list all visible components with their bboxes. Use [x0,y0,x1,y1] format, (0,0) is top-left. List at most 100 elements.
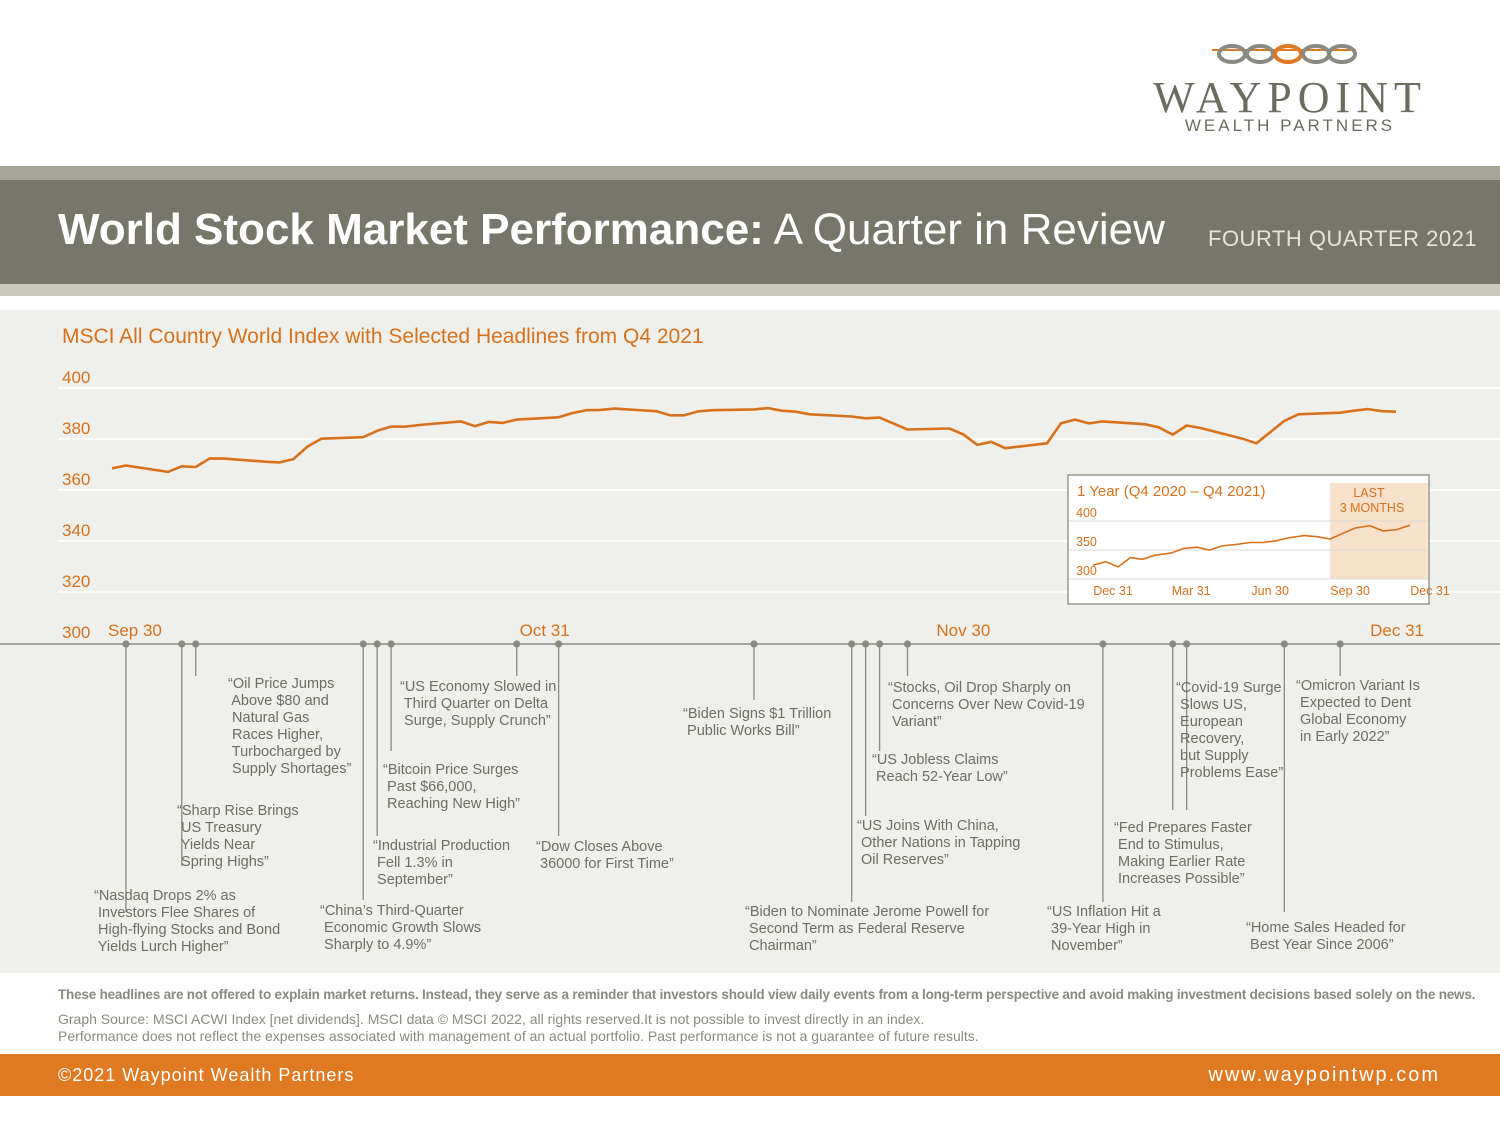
headline: “US Jobless Claims Reach 52-Year Low” [872,640,1008,785]
headline-line: “Nasdaq Drops 2% as [94,888,236,904]
headline-line: in Early 2022” [1296,729,1390,745]
footer-bar [0,1054,1500,1096]
headline-line: November” [1047,938,1123,954]
headline-line: Reaching New High” [383,796,520,812]
y-tick-label: 300 [62,623,90,642]
x-tick-label: Oct 31 [520,621,570,640]
headline-line: Third Quarter on Delta [400,696,549,712]
inset-x-tick-label: Dec 31 [1093,584,1133,598]
headline-line: Public Works Bill” [683,723,800,739]
headline-line: European [1176,714,1243,730]
headline: “Biden to Nominate Jerome Powell for Sec… [745,640,989,954]
headline-line: “Biden Signs $1 Trillion [683,706,831,722]
inset-line [1092,524,1411,568]
headline-line: “Home Sales Headed for [1246,920,1406,936]
y-tick-label: 380 [62,419,90,438]
inset-x-tick-label: Jun 30 [1251,584,1289,598]
headline: “Dow Closes Above 36000 for First Time” [536,640,674,872]
headline-line: Other Nations in Tapping [857,835,1020,851]
main-chart: 300 320 340 360 380 400 Sep 30 Oct 31 Nov 30 Dec… [0,368,1500,955]
headline-line: Oil Reserves” [857,852,949,868]
headline: “Oil Price Jumps Above $80 and Natural G… [192,640,351,777]
headline-dot [1183,640,1191,648]
headline-line: but Supply [1176,748,1249,764]
headline: “Omicron Variant Is Expected to Dent Glo… [1296,640,1420,745]
headline-dot [192,640,200,648]
headline-text: “US Jobless Claims Reach 52-Year Low” [872,752,1008,785]
x-tick-label: Dec 31 [1370,621,1424,640]
headline-disclaimer: These headlines are not offered to expla… [58,987,1476,1002]
headline-line: “Stocks, Oil Drop Sharply on [888,680,1071,696]
brand-logo: WAYPOINT WEALTH PARTNERS [1140,38,1440,148]
headline: “Fed Prepares Faster End to Stimulus, Ma… [1114,640,1252,887]
headline-dot [903,640,912,648]
headline-dot [122,640,130,648]
chart-panel [0,310,1500,973]
headline-line: Second Term as Federal Reserve [745,921,965,937]
headline-line: Variant” [888,714,942,730]
inset-y-tick-label: 300 [1076,564,1097,578]
copyright: ©2021 Waypoint Wealth Partners [58,1065,355,1085]
headline-line: Slows US, [1176,697,1247,713]
headline-text: “Oil Price Jumps Above $80 and Natural G… [228,676,351,777]
highlight-label: LAST [1353,486,1385,500]
headline-text: “Nasdaq Drops 2% as Investors Flee Share… [94,888,280,955]
headline-line: September” [373,872,453,888]
website-link[interactable]: www.waypointwp.com [1208,1064,1440,1086]
brand-name: WAYPOINT [1153,73,1427,122]
headline-line: High-flying Stocks and Bond [94,922,280,938]
headline-text: “Biden to Nominate Jerome Powell for Sec… [745,904,989,954]
inset-title: 1 Year (Q4 2020 – Q4 2021) [1077,483,1265,500]
headline-line: 36000 for First Time” [536,856,674,872]
inset-x-tick-label: Sep 30 [1330,584,1370,598]
quarter-label: FOURTH QUARTER 2021 [1208,226,1478,251]
headline-line: Yields Near [177,837,255,853]
brand-subtitle: WEALTH PARTNERS [1184,116,1396,135]
headline-text: “US Inflation Hit a 39-Year High in Nove… [1047,904,1162,954]
headline-text: “Stocks, Oil Drop Sharply on Concerns Ov… [888,680,1085,730]
headline-dot [1280,640,1288,648]
source-line: Graph Source: MSCI ACWI Index [net divid… [58,1011,925,1027]
performance-disclaimer: Performance does not reflect the expense… [58,1028,979,1044]
headline-text: “Industrial Production Fell 1.3% in Sept… [373,838,510,888]
headline-dot [373,640,381,648]
x-tick-label: Nov 30 [936,621,990,640]
title-banner [0,180,1500,284]
headline-text: “Home Sales Headed for Best Year Since 2… [1246,920,1406,953]
headline-line: 39-Year High in [1047,921,1150,937]
headline-line: Natural Gas [228,710,309,726]
banner-top-stripe [0,166,1500,180]
page-title-bold: World Stock Market Performance: [58,205,764,254]
y-tick-label: 320 [62,572,90,591]
headline-line: Problems Ease” [1176,765,1283,781]
headline: “Bitcoin Price Surges Past $66,000, Reac… [383,640,520,812]
headline-dot [848,640,856,648]
y-tick-label: 360 [62,470,90,489]
headline-line: “Biden to Nominate Jerome Powell for [745,904,989,920]
headline: “Covid-19 Surge Slows US, European Recov… [1176,640,1283,810]
headline-line: “Oil Price Jumps [228,676,334,692]
headline-line: Investors Flee Shares of [94,905,256,921]
headline-dot [555,640,563,648]
chart-title: MSCI All Country World Index with Select… [62,325,704,348]
headline-line: US Treasury [177,820,262,836]
y-tick-label: 400 [62,368,90,387]
headline-line: Yields Lurch Higher” [94,939,229,955]
headline-line: Spring Highs” [177,854,269,870]
headline-line: Surge, Supply Crunch” [400,713,551,729]
headline-dot [1099,640,1107,648]
headline-line: Above $80 and [228,693,329,709]
headline-text: “Dow Closes Above 36000 for First Time” [536,839,674,872]
x-tick-label: Sep 30 [108,621,162,640]
headline-text: “Omicron Variant Is Expected to Dent Glo… [1296,678,1420,745]
msci-acwi-line [111,406,1397,474]
headline-dot [1169,640,1177,648]
headline-line: “Fed Prepares Faster [1114,820,1252,836]
headline-line: “US Jobless Claims [872,752,999,768]
headline: “Industrial Production Fell 1.3% in Sept… [373,640,510,888]
headline-line: “Sharp Rise Brings [177,803,299,819]
headline: “China’s Third-Quarter Economic Growth S… [320,640,481,953]
headline: “Stocks, Oil Drop Sharply on Concerns Ov… [888,640,1085,730]
headline-dot [387,640,395,648]
inset-x-tick-label: Mar 31 [1172,584,1211,598]
